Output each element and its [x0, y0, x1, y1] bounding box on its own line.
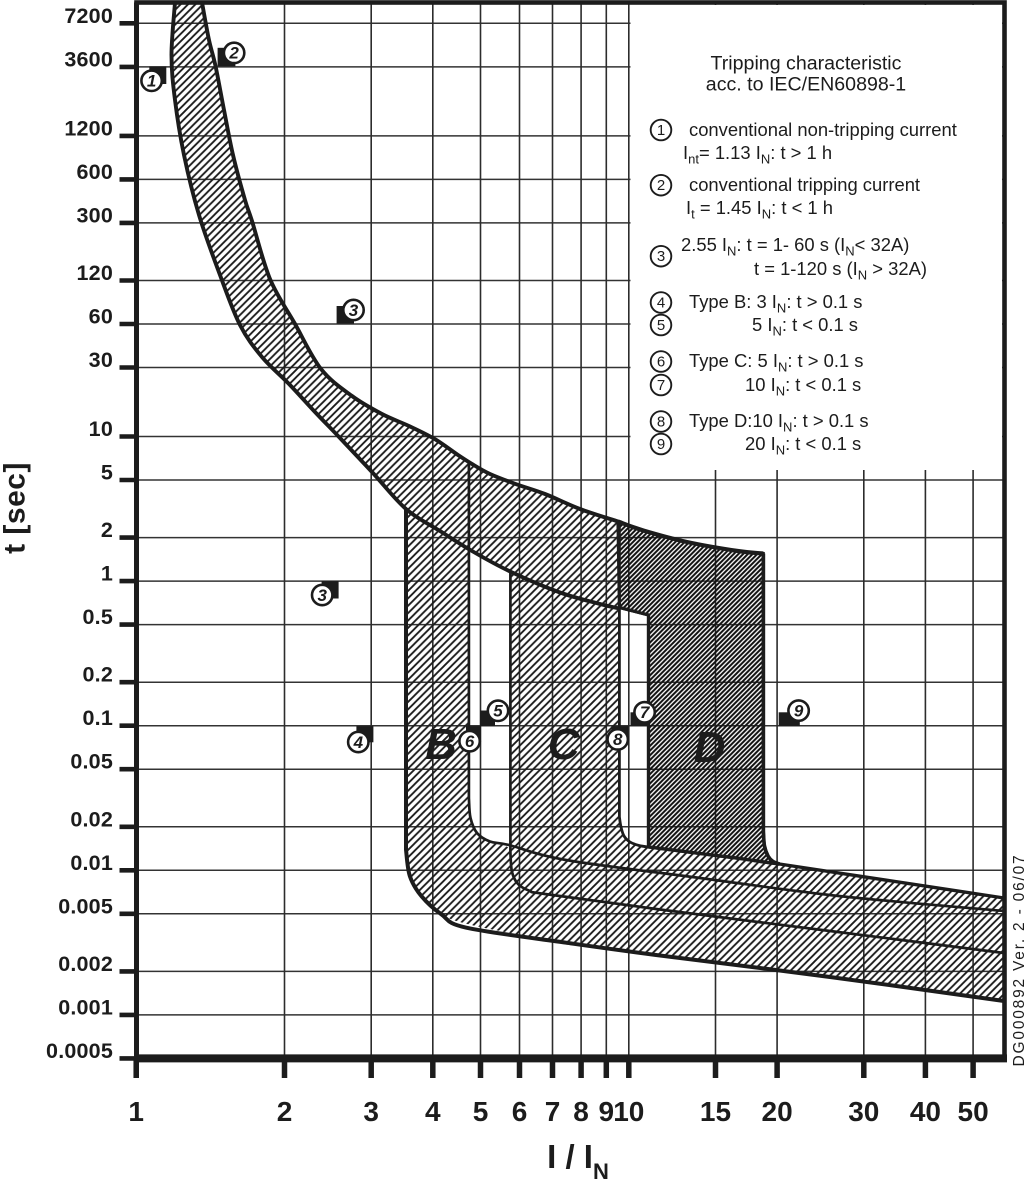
svg-text:50: 50: [958, 1096, 989, 1127]
svg-text:DG000892 Ver. 2 - 06/07: DG000892 Ver. 2 - 06/07: [1011, 854, 1024, 1067]
svg-text:Type D:10 IN​: t > 0.1 s: Type D:10 IN​: t > 0.1 s: [689, 410, 869, 435]
svg-text:2: 2: [228, 44, 239, 63]
svg-text:Tripping characteristic: Tripping characteristic: [711, 53, 902, 75]
svg-text:1200: 1200: [64, 116, 113, 140]
svg-text:0.0005: 0.0005: [46, 1039, 113, 1063]
svg-text:t = 1-120 s (IN​ > 32A): t = 1-120 s (IN​ > 32A): [754, 258, 927, 283]
svg-text:acc. to IEC/EN60898-1: acc. to IEC/EN60898-1: [706, 74, 906, 96]
svg-text:9: 9: [599, 1096, 615, 1127]
svg-text:0.002: 0.002: [58, 952, 113, 976]
svg-text:2: 2: [101, 518, 113, 542]
svg-text:B: B: [425, 720, 457, 769]
svg-text:Int​= 1.13 IN​: t > 1 h: Int​= 1.13 IN​: t > 1 h: [683, 142, 832, 167]
svg-text:5: 5: [473, 1096, 489, 1127]
svg-text:1: 1: [101, 562, 113, 586]
svg-text:0.005: 0.005: [58, 894, 113, 918]
svg-text:C: C: [548, 720, 581, 769]
svg-text:20: 20: [762, 1096, 793, 1127]
svg-text:15: 15: [700, 1096, 731, 1127]
svg-text:30: 30: [848, 1096, 879, 1127]
svg-text:3600: 3600: [64, 47, 113, 71]
svg-text:4: 4: [353, 733, 364, 752]
svg-text:5 IN​: t < 0.1 s: 5 IN​: t < 0.1 s: [752, 314, 858, 339]
svg-text:600: 600: [77, 160, 113, 184]
svg-text:0.5: 0.5: [83, 605, 114, 629]
svg-text:7200: 7200: [64, 4, 113, 28]
svg-text:5: 5: [493, 702, 503, 721]
svg-text:0.2: 0.2: [83, 663, 114, 687]
svg-text:6: 6: [465, 732, 475, 751]
svg-text:10 IN​: t < 0.1 s: 10 IN​: t < 0.1 s: [745, 374, 861, 399]
svg-text:It​ = 1.45 IN​: t < 1 h: It​ = 1.45 IN​: t < 1 h: [686, 197, 833, 222]
svg-text:5: 5: [657, 317, 665, 334]
svg-text:2.55 IN​: t = 1- 60 s (IN​< 32: 2.55 IN​: t = 1- 60 s (IN​< 32A): [681, 234, 909, 259]
svg-text:120: 120: [77, 261, 113, 285]
svg-text:8: 8: [573, 1096, 589, 1127]
svg-text:3: 3: [349, 301, 359, 320]
svg-text:8: 8: [613, 730, 623, 749]
svg-text:1: 1: [128, 1096, 144, 1127]
svg-text:5: 5: [101, 461, 113, 485]
svg-text:D: D: [694, 723, 726, 772]
svg-text:30: 30: [89, 348, 113, 372]
svg-text:2: 2: [277, 1096, 293, 1127]
svg-text:300: 300: [77, 203, 113, 227]
svg-text:3: 3: [363, 1096, 379, 1127]
svg-text:0.1: 0.1: [83, 706, 114, 730]
svg-text:0.001: 0.001: [58, 995, 113, 1019]
svg-text:conventional non-tripping curr: conventional non-tripping current: [689, 119, 957, 140]
svg-text:4: 4: [657, 295, 665, 312]
svg-text:Type C: 5 IN​: t > 0.1 s: Type C: 5 IN​: t > 0.1 s: [689, 350, 864, 375]
svg-text:3: 3: [657, 248, 665, 265]
svg-text:6: 6: [657, 354, 665, 371]
svg-text:20 IN​: t < 0.1 s: 20 IN​: t < 0.1 s: [745, 433, 861, 458]
svg-text:1: 1: [147, 72, 156, 91]
svg-text:1: 1: [657, 122, 665, 139]
svg-text:4: 4: [425, 1096, 441, 1127]
svg-text:Type B: 3 IN​: t > 0.1 s: Type B: 3 IN​: t > 0.1 s: [689, 291, 862, 316]
svg-text:0.05: 0.05: [70, 750, 113, 774]
svg-text:2: 2: [657, 177, 665, 194]
svg-text:7: 7: [545, 1096, 561, 1127]
svg-text:conventional tripping current: conventional tripping current: [689, 174, 920, 195]
svg-text:3: 3: [317, 586, 327, 605]
svg-text:8: 8: [657, 414, 665, 431]
svg-text:10: 10: [613, 1096, 644, 1127]
svg-text:t [sec]: t [sec]: [0, 462, 32, 554]
svg-text:10: 10: [89, 417, 113, 441]
svg-text:7: 7: [640, 703, 651, 722]
svg-text:40: 40: [910, 1096, 941, 1127]
svg-text:9: 9: [657, 436, 665, 453]
svg-text:I / IN: I / IN: [547, 1138, 609, 1180]
svg-text:0.01: 0.01: [70, 851, 113, 875]
svg-text:6: 6: [512, 1096, 528, 1127]
svg-text:9: 9: [794, 701, 804, 720]
svg-text:60: 60: [89, 305, 113, 329]
svg-text:7: 7: [657, 377, 665, 394]
svg-text:0.02: 0.02: [70, 807, 113, 831]
